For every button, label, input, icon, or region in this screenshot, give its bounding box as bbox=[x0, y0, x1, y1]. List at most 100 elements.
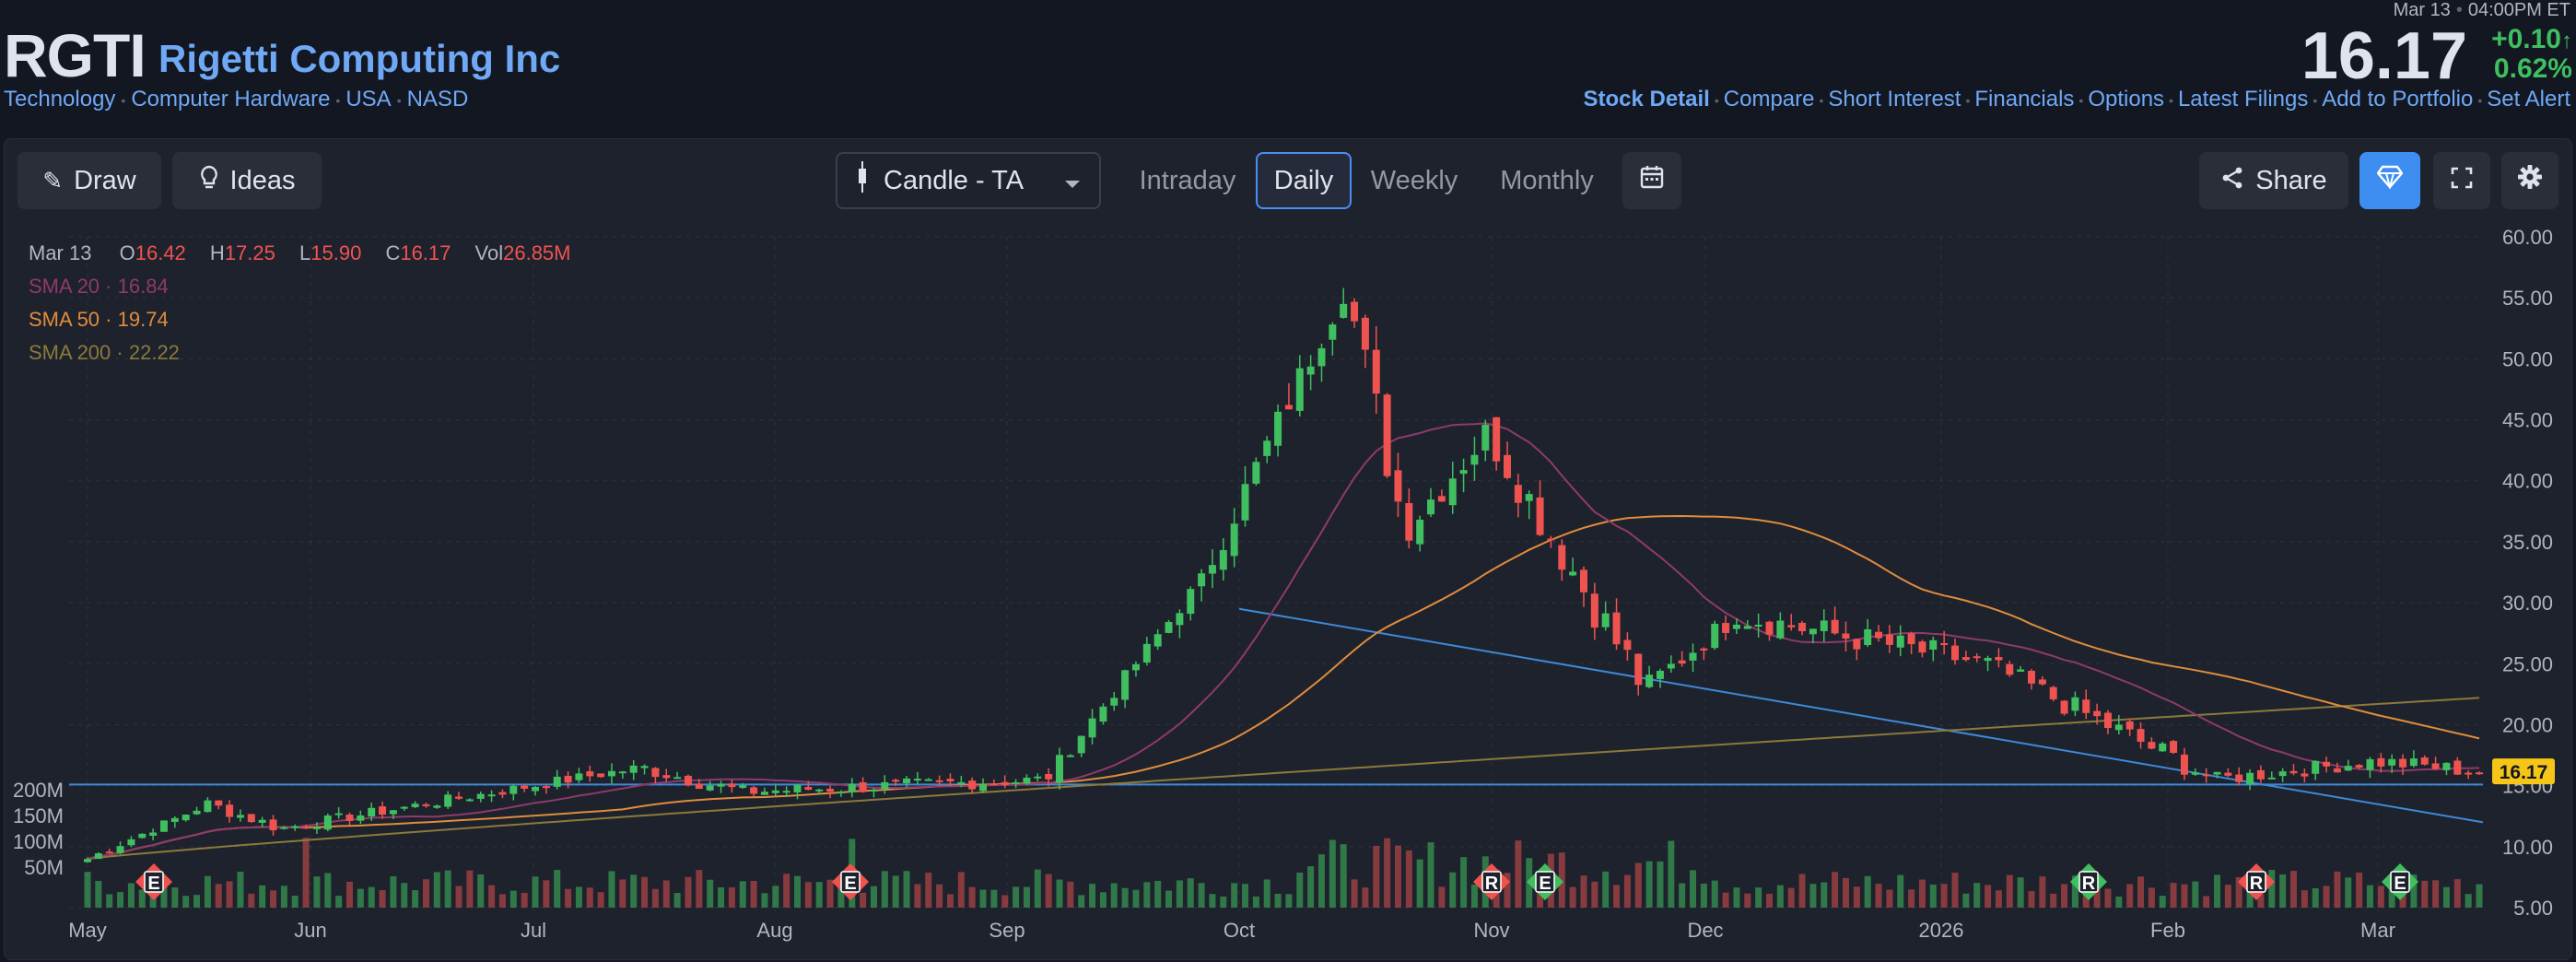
tag-sector[interactable]: Technology bbox=[4, 87, 116, 111]
candle-body bbox=[193, 810, 201, 815]
candle-body bbox=[215, 800, 223, 806]
ideas-button[interactable]: Ideas bbox=[172, 152, 322, 209]
company-name[interactable]: Rigetti Computing Inc bbox=[158, 37, 561, 80]
candle-body bbox=[1198, 573, 1206, 587]
settings-button[interactable] bbox=[2501, 152, 2558, 209]
volume-bar bbox=[1089, 884, 1096, 908]
candle-body bbox=[1995, 657, 2003, 661]
candle-body bbox=[739, 785, 747, 789]
volume-bar bbox=[2181, 884, 2188, 908]
volume-bar bbox=[1470, 885, 1478, 908]
candle-body bbox=[455, 796, 463, 799]
nav-compare[interactable]: Compare bbox=[1723, 87, 1815, 111]
premium-button[interactable] bbox=[2359, 152, 2420, 209]
candle-body bbox=[2137, 729, 2145, 742]
candle-body bbox=[2191, 772, 2199, 775]
candle-body bbox=[1634, 653, 1643, 686]
tab-weekly[interactable]: Weekly bbox=[1370, 165, 1458, 195]
volume-bar bbox=[2017, 877, 2024, 908]
volume-bar bbox=[259, 885, 266, 908]
legend-close-label: C bbox=[385, 241, 401, 264]
volume-bar bbox=[1613, 885, 1621, 908]
tag-exchange[interactable]: NASD bbox=[406, 87, 469, 111]
candle-body bbox=[323, 815, 332, 830]
volume-bar bbox=[968, 886, 976, 908]
tag-country[interactable]: USA bbox=[345, 87, 392, 111]
fullscreen-button[interactable] bbox=[2433, 152, 2490, 209]
sma50-value: 19.74 bbox=[117, 308, 169, 331]
event-marker-inner bbox=[1535, 871, 1555, 893]
nav-options[interactable]: Options bbox=[2088, 87, 2165, 111]
volume-bar bbox=[2126, 884, 2134, 908]
volume-bar bbox=[106, 894, 113, 908]
candle-body bbox=[258, 819, 266, 823]
candle-body bbox=[782, 791, 790, 793]
share-button[interactable]: Share bbox=[2199, 152, 2348, 209]
volume-bar bbox=[804, 882, 812, 908]
nav-set-alert[interactable]: Set Alert bbox=[2487, 87, 2570, 111]
candle-body bbox=[2377, 757, 2385, 767]
price-chart[interactable]: 60.00 55.00 50.00 45.00 40.00 35.00 30.00 25.00… bbox=[5, 139, 2571, 957]
volume-bar bbox=[2235, 876, 2242, 908]
candle-body bbox=[968, 780, 977, 790]
sma20-value: 16.84 bbox=[117, 275, 169, 298]
tag-industry[interactable]: Computer Hardware bbox=[131, 87, 331, 111]
candle-body bbox=[1940, 643, 1949, 646]
candle-body bbox=[1165, 621, 1173, 633]
candle-body bbox=[1208, 565, 1216, 574]
volume-bar bbox=[127, 883, 135, 908]
candle-body bbox=[1383, 394, 1391, 476]
volume-bar bbox=[160, 882, 168, 908]
candle-body bbox=[2399, 758, 2407, 768]
candle-body bbox=[334, 813, 343, 815]
draw-label: Draw bbox=[74, 165, 136, 195]
candle-body bbox=[684, 775, 692, 786]
volume-bar bbox=[291, 896, 299, 908]
candle-body bbox=[1907, 633, 1915, 645]
nav-financials[interactable]: Financials bbox=[1974, 87, 2075, 111]
candle-body bbox=[1066, 755, 1074, 757]
candle-body bbox=[728, 783, 736, 788]
volume-bar bbox=[2192, 881, 2199, 908]
volume-bar bbox=[412, 890, 419, 908]
volume-bar bbox=[324, 873, 332, 908]
event-marker-label: E bbox=[2394, 874, 2406, 894]
volume-bar bbox=[1853, 886, 1860, 908]
draw-button[interactable]: ✎ Draw bbox=[18, 152, 161, 209]
candle-body bbox=[2235, 774, 2243, 782]
nav-stock-detail[interactable]: Stock Detail bbox=[1583, 87, 1710, 111]
nav-add-portfolio[interactable]: Add to Portfolio bbox=[2322, 87, 2474, 111]
tab-intraday[interactable]: Intraday bbox=[1139, 165, 1236, 195]
candle-body bbox=[1340, 303, 1348, 318]
volume-bar bbox=[2465, 894, 2472, 908]
event-marker-inner bbox=[1481, 871, 1502, 893]
date-range-button[interactable] bbox=[1622, 152, 1681, 209]
candle-body bbox=[2027, 670, 2035, 684]
candle-body bbox=[989, 783, 998, 786]
volume-bar bbox=[1711, 880, 1718, 908]
separator: • bbox=[1965, 92, 1971, 108]
event-marker-inner bbox=[2246, 871, 2266, 893]
nav-short-interest[interactable]: Short Interest bbox=[1828, 87, 1961, 111]
candle-body bbox=[826, 788, 835, 792]
separator: • bbox=[2477, 92, 2483, 108]
candle-body bbox=[1809, 628, 1817, 635]
x-tick-label: Aug bbox=[756, 919, 792, 942]
last-price: 16.17 bbox=[2301, 19, 2467, 93]
volume-bar bbox=[2312, 887, 2319, 908]
candle-body bbox=[1700, 648, 1708, 651]
calendar-icon bbox=[1640, 165, 1664, 196]
volume-bar bbox=[608, 871, 615, 908]
chart-type-select[interactable]: Candle - TA bbox=[836, 152, 1101, 209]
candle-body bbox=[1023, 777, 1031, 784]
volume-bar bbox=[1427, 842, 1434, 908]
candle-body bbox=[640, 766, 649, 768]
separator: • bbox=[2455, 0, 2463, 20]
tab-daily[interactable]: Daily bbox=[1256, 152, 1352, 209]
candle-body bbox=[487, 794, 496, 797]
candle-body bbox=[312, 827, 321, 829]
price-tick-label: 55.00 bbox=[2502, 287, 2553, 310]
volume-bar bbox=[728, 886, 735, 908]
tab-monthly[interactable]: Monthly bbox=[1500, 165, 1594, 195]
nav-latest-filings[interactable]: Latest Filings bbox=[2177, 87, 2309, 111]
